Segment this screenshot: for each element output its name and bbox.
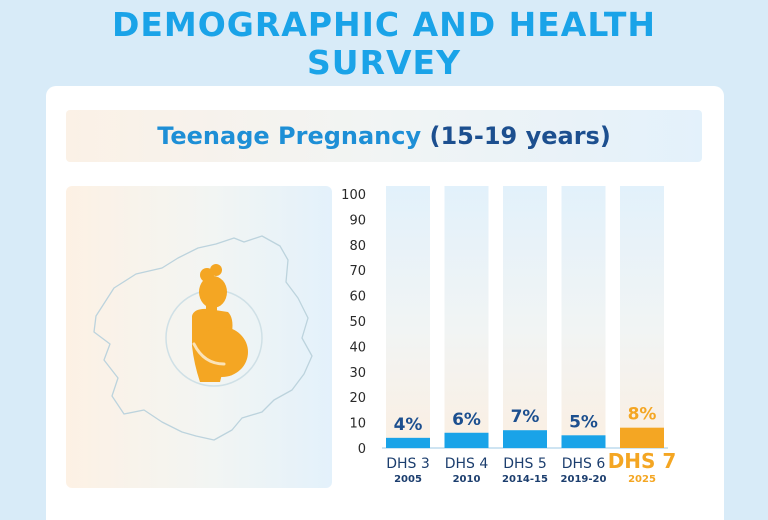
rwanda-map-outline <box>93 235 313 441</box>
bar <box>386 437 430 448</box>
x-year-label: 2010 <box>453 474 481 485</box>
title-line-2: SURVEY <box>307 43 461 82</box>
data-label: 8% <box>628 405 657 425</box>
page-title: DEMOGRAPHIC AND HEALTH SURVEY <box>0 6 768 82</box>
column-background <box>444 186 489 448</box>
bar <box>620 427 664 448</box>
y-tick-label: 0 <box>358 442 366 457</box>
illustration-panel <box>66 186 332 488</box>
y-tick-label: 60 <box>349 290 366 305</box>
title-line-1: DEMOGRAPHIC AND HEALTH <box>111 5 657 44</box>
bar <box>444 432 489 448</box>
subtitle-bar: Teenage Pregnancy (15-19 years) <box>66 110 702 162</box>
x-tick-label: DHS 4 <box>445 456 489 472</box>
bar-chart: 0 10 20 30 40 50 60 70 80 90 100 4% DHS 3 2005 6% DHS 4… <box>341 186 677 485</box>
x-tick-label: DHS 6 <box>562 456 606 472</box>
y-tick-label: 90 <box>349 213 366 228</box>
data-label: 5% <box>569 412 598 432</box>
x-year-label: 2019-20 <box>561 474 607 485</box>
y-tick-label: 10 <box>349 417 366 432</box>
column-background <box>561 186 606 448</box>
x-tick-label: DHS 3 <box>386 456 430 472</box>
bar <box>503 430 547 448</box>
y-tick-label: 80 <box>349 239 366 254</box>
x-year-label: 2025 <box>628 474 656 485</box>
x-year-label: 2005 <box>394 474 422 485</box>
column-background <box>503 186 547 448</box>
y-tick-label: 50 <box>349 315 366 330</box>
x-tick-label: DHS 7 <box>608 449 677 473</box>
content-card: Teenage Pregnancy (15-19 years) 0 10 20 30 4… <box>46 86 724 520</box>
y-tick-label: 20 <box>349 391 366 406</box>
column-background <box>386 186 430 448</box>
subtitle-main: Teenage Pregnancy <box>157 122 422 150</box>
bar <box>561 435 606 448</box>
x-tick-label: DHS 5 <box>503 456 547 472</box>
column-background <box>620 186 664 448</box>
data-label: 6% <box>452 410 481 430</box>
data-label: 7% <box>511 407 540 427</box>
x-year-label: 2014-15 <box>502 474 548 485</box>
data-label: 4% <box>394 415 423 435</box>
y-tick-label: 70 <box>349 264 366 279</box>
y-tick-label: 100 <box>341 188 366 203</box>
subtitle-range: (15-19 years) <box>429 122 611 150</box>
y-tick-label: 40 <box>349 340 366 355</box>
y-tick-label: 30 <box>349 366 366 381</box>
